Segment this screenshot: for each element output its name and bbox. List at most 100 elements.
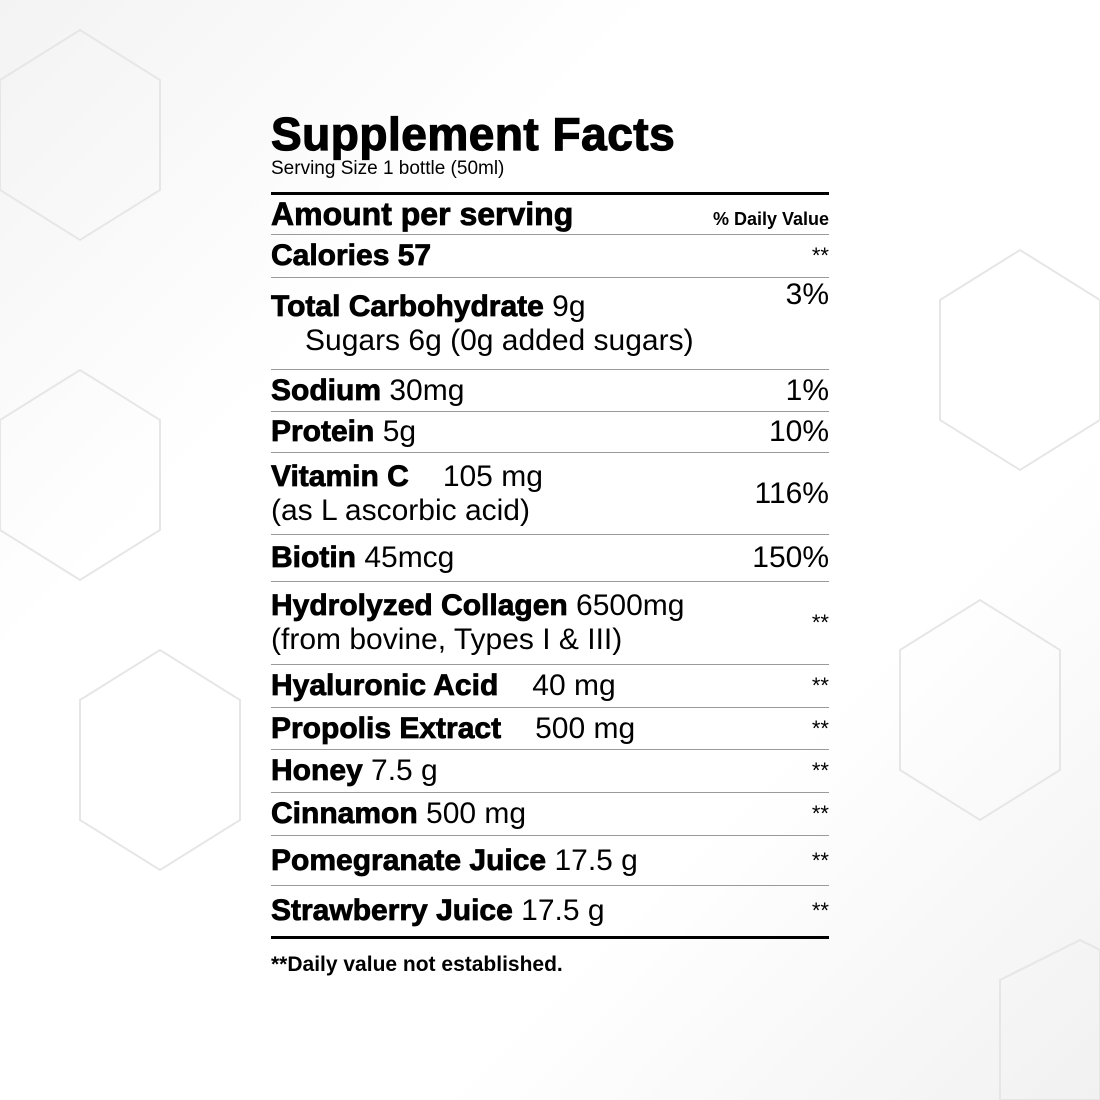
footnote: **Daily value not established. xyxy=(271,953,563,976)
label-title: Supplement Facts xyxy=(270,107,676,160)
nutrient-amount: 500 mg xyxy=(535,711,636,745)
divider xyxy=(271,534,829,535)
divider xyxy=(271,792,829,793)
serving-size: Serving Size 1 bottle (50ml) xyxy=(271,158,505,179)
nutrient-dv: 1% xyxy=(785,373,829,407)
nutrient-amount: 45mcg xyxy=(355,541,455,574)
divider xyxy=(271,581,829,582)
divider xyxy=(271,707,829,708)
divider xyxy=(271,452,829,453)
nutrient-row: Cinnamon 500 mg ** xyxy=(271,793,829,835)
nutrient-line: Pomegranate Juice 17.5 g xyxy=(271,843,638,878)
nutrient-dv: ** xyxy=(811,610,829,635)
nutrient-amount: 17.5 g xyxy=(512,894,605,927)
nutrient-line: Biotin 45mcg xyxy=(271,541,455,575)
nutrient-amount: 500 mg xyxy=(417,797,527,830)
nutrient-subtext: Sugars 6g (0g added sugars) xyxy=(305,323,694,357)
nutrient-name: Protein xyxy=(271,415,375,449)
nutrient-line: Total Carbohydrate 9g xyxy=(271,289,694,324)
nutrient-line: Hydrolyzed Collagen 6500mg xyxy=(271,589,685,623)
nutrient-amount: 9g xyxy=(543,289,586,323)
nutrient-name: Vitamin C xyxy=(271,459,410,493)
nutrient-info: Biotin 45mcg xyxy=(271,541,455,575)
nutrient-info: Hydrolyzed Collagen 6500mg (from bovine, … xyxy=(271,589,685,657)
nutrient-line: Propolis Extract 500 mg xyxy=(271,711,636,746)
nutrient-dv: ** xyxy=(811,673,829,698)
nutrient-name: Pomegranate Juice xyxy=(271,843,547,877)
nutrient-line: Strawberry Juice 17.5 g xyxy=(271,894,605,928)
divider xyxy=(271,835,829,836)
nutrient-dv: 10% xyxy=(768,415,829,448)
nutrient-info: Vitamin C 105 mg (as L ascorbic acid) xyxy=(271,459,543,528)
nutrient-info: Protein 5g xyxy=(271,415,416,449)
supplement-facts-label: Supplement Facts Serving Size 1 bottle (… xyxy=(270,107,829,977)
nutrient-amount: 7.5 g xyxy=(362,754,438,787)
nutrient-dv: 3% xyxy=(785,278,829,311)
nutrient-dv: 116% xyxy=(754,476,829,510)
divider xyxy=(271,749,829,750)
nutrient-info: Sodium 30mg xyxy=(271,373,465,408)
nutrient-line: Protein 5g xyxy=(271,415,416,449)
nutrient-line: Honey 7.5 g xyxy=(271,754,438,788)
nutrient-dv: ** xyxy=(811,715,829,741)
divider xyxy=(271,411,829,412)
amount-per-serving: Amount per serving xyxy=(271,196,574,233)
nutrient-amount: 30mg xyxy=(381,373,465,407)
nutrient-name: Biotin xyxy=(271,541,357,575)
nutrient-row: Hyaluronic Acid 40 mg ** xyxy=(271,665,829,707)
nutrient-subtext: (as L ascorbic acid) xyxy=(271,493,530,527)
nutrient-amount: 105 mg xyxy=(442,459,543,493)
nutrient-line: Hyaluronic Acid 40 mg xyxy=(271,669,616,703)
daily-value-header: % Daily Value xyxy=(712,209,829,229)
nutrient-name: Total Carbohydrate xyxy=(271,289,545,323)
nutrient-dv: 150% xyxy=(752,541,829,574)
nutrient-name: Strawberry Juice xyxy=(271,894,514,928)
nutrient-line: Vitamin C 105 mg xyxy=(271,459,543,494)
nutrient-row: Sodium 30mg 1% xyxy=(271,370,829,411)
nutrient-name: Honey xyxy=(271,754,363,788)
divider xyxy=(271,277,829,278)
nutrient-name: Cinnamon xyxy=(271,797,418,831)
nutrient-name: Hydrolyzed Collagen xyxy=(271,589,569,623)
nutrient-row: Honey 7.5 g ** xyxy=(271,750,829,792)
nutrient-subtext: (from bovine, Types I & III) xyxy=(271,623,623,656)
nutrient-dv: ** xyxy=(811,898,829,923)
divider-thick xyxy=(271,192,829,195)
nutrient-row: Protein 5g 10% xyxy=(271,412,829,452)
nutrient-row: Propolis Extract 500 mg ** xyxy=(271,708,829,749)
divider xyxy=(271,369,829,370)
nutrient-info: Total Carbohydrate 9g Sugars 6g (0g added… xyxy=(271,289,694,358)
divider-thick-bottom xyxy=(271,936,829,939)
header-row: Amount per serving % Daily Value xyxy=(271,195,829,234)
nutrient-name: Hyaluronic Acid xyxy=(271,669,499,703)
nutrient-row: Strawberry Juice 17.5 g ** xyxy=(271,886,829,936)
nutrient-info: Honey 7.5 g xyxy=(271,754,438,788)
nutrient-name: Propolis Extract xyxy=(271,711,502,745)
nutrient-amount: 6500mg xyxy=(567,589,685,622)
divider xyxy=(271,234,829,235)
divider xyxy=(271,885,829,886)
nutrient-row: Hydrolyzed Collagen 6500mg (from bovine, … xyxy=(271,582,829,664)
nutrient-amount: 17.5 g xyxy=(546,843,638,877)
nutrient-dv: ** xyxy=(811,847,829,873)
nutrient-info: Strawberry Juice 17.5 g xyxy=(271,894,605,928)
divider xyxy=(271,664,829,665)
nutrient-name: Sodium xyxy=(271,373,382,407)
nutrient-dv: ** xyxy=(811,758,829,783)
nutrient-line: Sodium 30mg xyxy=(271,373,465,408)
nutrient-info: Pomegranate Juice 17.5 g xyxy=(271,843,638,878)
nutrient-row: Total Carbohydrate 9g Sugars 6g (0g added… xyxy=(271,278,829,369)
nutrient-info: Hyaluronic Acid 40 mg xyxy=(271,669,616,703)
nutrient-dv: ** xyxy=(811,801,829,826)
nutrient-amount: 40 mg xyxy=(532,669,616,702)
nutrient-row: Vitamin C 105 mg (as L ascorbic acid) 116% xyxy=(271,453,829,534)
nutrient-info: Cinnamon 500 mg xyxy=(271,797,526,831)
nutrient-amount: 5g xyxy=(374,415,417,448)
nutrient-line: Cinnamon 500 mg xyxy=(271,797,526,831)
nutrient-row: Pomegranate Juice 17.5 g ** xyxy=(271,836,829,885)
calories-dv: ** xyxy=(811,243,829,268)
calories-row: Calories 57 ** xyxy=(271,235,829,277)
nutrient-info: Propolis Extract 500 mg xyxy=(271,711,636,746)
calories: Calories 57 xyxy=(271,239,432,273)
